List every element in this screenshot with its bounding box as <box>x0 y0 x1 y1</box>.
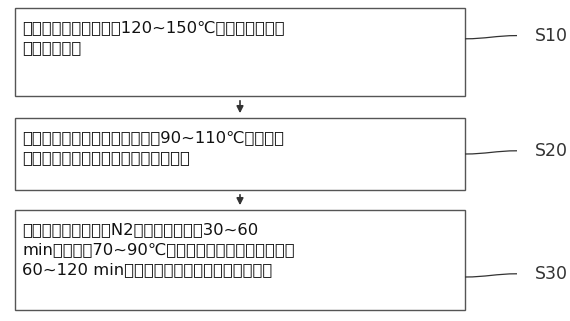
Text: 待所述第一混合液的温度冷却至90~110℃时加入溶: 待所述第一混合液的温度冷却至90~110℃时加入溶 <box>22 130 284 145</box>
Bar <box>15 118 465 190</box>
Text: 质，待所述溶质溶解后得第二混合液；: 质，待所述溶质溶解后得第二混合液； <box>22 150 190 165</box>
Text: S20: S20 <box>535 142 568 160</box>
Text: S30: S30 <box>535 265 568 283</box>
Bar <box>15 8 465 96</box>
Text: 第一混合液；: 第一混合液； <box>22 40 82 55</box>
Text: 60~120 min，得宽温铝电解电容器用电解液；: 60~120 min，得宽温铝电解电容器用电解液； <box>22 262 272 277</box>
Bar <box>15 210 465 310</box>
Text: min，冷却至70~90℃后依序加入各种添加剂并保温: min，冷却至70~90℃后依序加入各种添加剂并保温 <box>22 242 295 257</box>
Text: S10: S10 <box>535 27 568 45</box>
Text: 将主溶剂和辅助溶剂在120~150℃下进行混合，得: 将主溶剂和辅助溶剂在120~150℃下进行混合，得 <box>22 20 284 35</box>
Text: 将所述第二混合液在N2保护下恒温烧煮30~60: 将所述第二混合液在N2保护下恒温烧煮30~60 <box>22 222 258 237</box>
